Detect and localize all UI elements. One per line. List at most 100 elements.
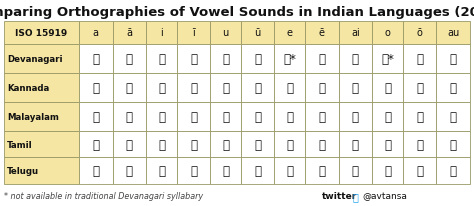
Bar [177, 45, 210, 74]
Text: ஓ: ஓ [416, 138, 423, 151]
Text: ஈ: ஈ [190, 138, 197, 151]
Text: ఇ: ఇ [158, 164, 165, 177]
Bar [241, 45, 274, 74]
Text: Devanagari: Devanagari [7, 55, 63, 64]
Text: ഉ: ഉ [222, 110, 229, 123]
Bar [177, 22, 210, 45]
Text: Telugu: Telugu [7, 166, 39, 175]
Bar [112, 22, 146, 45]
Bar [338, 131, 372, 158]
Text: எ: எ [286, 138, 293, 151]
Text: 🐦: 🐦 [352, 191, 358, 201]
Bar [4, 131, 79, 158]
Text: अ: अ [92, 53, 99, 66]
Text: ஆ: ஆ [126, 138, 133, 151]
Text: ഒ: ഒ [384, 110, 391, 123]
Text: ಊ: ಊ [254, 82, 261, 94]
Bar [372, 74, 402, 102]
Text: ē: ē [319, 28, 325, 38]
Text: ಎ: ಎ [286, 82, 293, 94]
Bar [146, 158, 177, 184]
Text: o: o [384, 28, 391, 38]
Text: ಐ: ಐ [352, 82, 359, 94]
Text: ఒ: ఒ [384, 164, 391, 177]
Text: उ: उ [222, 53, 229, 66]
Bar [112, 102, 146, 131]
Bar [372, 158, 402, 184]
Bar [210, 131, 241, 158]
Bar [402, 102, 436, 131]
Text: ai: ai [351, 28, 360, 38]
Text: ఓ: ఓ [416, 164, 423, 177]
Bar [436, 102, 470, 131]
Text: ए*: ए* [283, 53, 296, 66]
Bar [274, 74, 305, 102]
Bar [210, 74, 241, 102]
Bar [402, 45, 436, 74]
Text: அ: அ [92, 138, 99, 151]
Bar [241, 22, 274, 45]
Bar [305, 22, 338, 45]
Bar [112, 158, 146, 184]
Bar [305, 102, 338, 131]
Text: ಇ: ಇ [158, 82, 165, 94]
Bar [146, 102, 177, 131]
Bar [210, 158, 241, 184]
Bar [436, 45, 470, 74]
Text: आ: आ [126, 53, 133, 66]
Text: twitter: twitter [322, 192, 357, 200]
Bar [210, 22, 241, 45]
Text: ऊ: ऊ [254, 53, 261, 66]
Bar [402, 74, 436, 102]
Text: Malayalam: Malayalam [7, 112, 59, 121]
Bar [146, 45, 177, 74]
Text: a: a [93, 28, 99, 38]
Text: ஏ: ஏ [318, 138, 325, 151]
Text: u: u [222, 28, 228, 38]
Bar [338, 22, 372, 45]
Text: ಒ: ಒ [384, 82, 391, 94]
Text: இ: இ [158, 138, 165, 151]
Text: ISO 15919: ISO 15919 [15, 29, 68, 38]
Text: ओ: ओ [416, 53, 423, 66]
Bar [436, 22, 470, 45]
Text: ஊ: ஊ [254, 138, 261, 151]
Bar [4, 22, 79, 45]
Bar [146, 131, 177, 158]
Text: ஐ: ஐ [352, 138, 359, 151]
Text: * not available in traditional Devanagari syllabary: * not available in traditional Devanagar… [4, 192, 203, 200]
Text: ഔ: ഔ [450, 110, 456, 123]
Text: ஔ: ஔ [450, 138, 456, 151]
Text: ई: ई [190, 53, 197, 66]
Text: ಓ: ಓ [416, 82, 423, 94]
Text: అ: అ [92, 164, 99, 177]
Bar [274, 102, 305, 131]
Text: ఊ: ఊ [254, 164, 261, 177]
Bar [4, 158, 79, 184]
Bar [177, 131, 210, 158]
Text: ఏ: ఏ [318, 164, 325, 177]
Text: Kannada: Kannada [7, 83, 49, 92]
Text: ā: ā [127, 28, 132, 38]
Bar [146, 74, 177, 102]
Bar [112, 74, 146, 102]
Text: എ: എ [286, 110, 293, 123]
Text: അ: അ [92, 110, 99, 123]
Text: ஒ: ஒ [384, 138, 391, 151]
Text: ō: ō [417, 28, 422, 38]
Text: Tamil: Tamil [7, 140, 33, 149]
Text: Comparing Orthographies of Vowel Sounds in Indian Languages (2018): Comparing Orthographies of Vowel Sounds … [0, 6, 474, 19]
Text: @avtansa: @avtansa [362, 192, 407, 200]
Bar [241, 102, 274, 131]
Bar [338, 158, 372, 184]
Bar [79, 102, 112, 131]
Bar [177, 102, 210, 131]
Bar [79, 22, 112, 45]
Bar [210, 102, 241, 131]
Text: ఐ: ఐ [352, 164, 359, 177]
Bar [274, 45, 305, 74]
Text: ऐ: ऐ [352, 53, 359, 66]
Bar [402, 131, 436, 158]
Bar [210, 45, 241, 74]
Text: ഏ: ഏ [318, 110, 325, 123]
